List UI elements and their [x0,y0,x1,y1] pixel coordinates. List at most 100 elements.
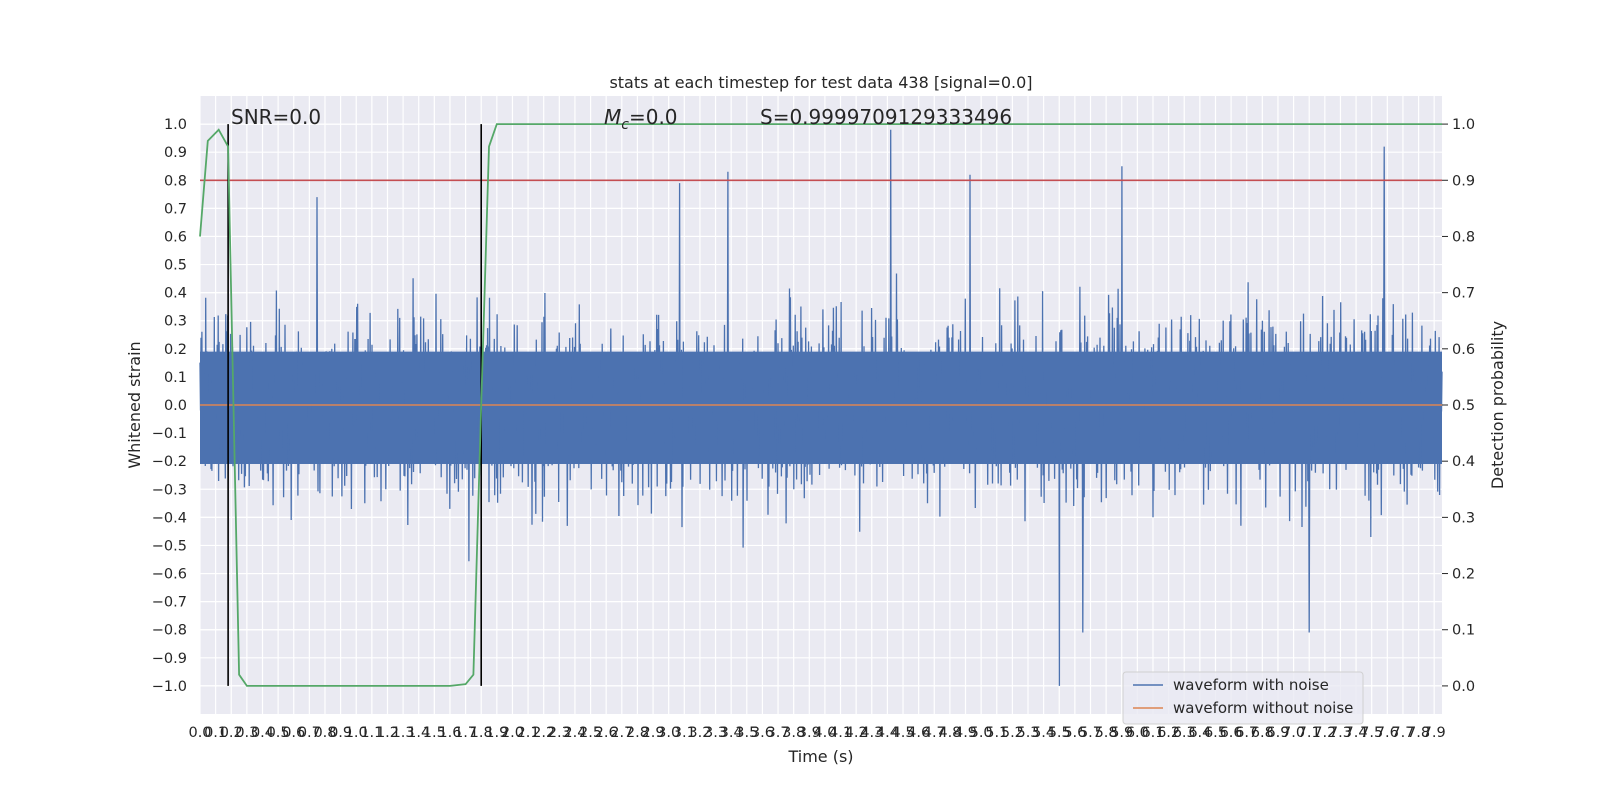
x-tick-label: 6.5 [1204,725,1227,741]
x-tick-label: 6.0 [1126,725,1149,741]
y2-tick-label: 0.8 [1452,229,1475,245]
y-tick-label: −0.1 [152,426,187,442]
x-tick-label: 1.4 [407,725,430,741]
y-tick-label: 0.9 [164,145,187,161]
x-tick-label: 2.6 [595,725,618,741]
x-tick-label: 0.9 [329,725,352,741]
x-tick-label: 7.1 [1298,725,1321,741]
y-tick-label: −0.9 [152,651,187,667]
y-tick-label: −0.2 [152,454,187,470]
x-tick-label: 4.6 [907,725,930,741]
y-tick-label: 0.1 [164,370,187,386]
x-tick-labels: 0.00.10.20.30.40.50.60.70.80.91.01.11.21… [188,725,1445,741]
legend-label-noise: waveform with noise [1173,676,1329,694]
x-tick-label: 1.6 [438,725,461,741]
x-tick-label: 2.2 [532,725,555,741]
x-tick-label: 6.2 [1157,725,1180,741]
y2-tick-label: 0.0 [1452,679,1475,695]
x-tick-label: 1.8 [470,725,493,741]
x-tick-label: 3.0 [657,725,680,741]
x-tick-label: 1.0 [345,725,368,741]
x-tick-label: 7.5 [1360,725,1383,741]
x-tick-label: 4.5 [891,725,914,741]
x-tick-label: 3.6 [751,725,774,741]
x-tick-label: 4.3 [860,725,883,741]
x-tick-label: 2.9 [642,725,665,741]
x-tick-label: 2.5 [579,725,602,741]
y-tick-label: 0.7 [164,201,187,217]
x-tick-label: 0.6 [282,725,305,741]
x-tick-label: 7.2 [1313,725,1336,741]
x-tick-label: 1.3 [392,725,415,741]
x-tick-label: 3.8 [782,725,805,741]
y-tick-label: 1.0 [164,117,187,133]
x-tick-label: 0.4 [251,725,274,741]
x-tick-label: 1.7 [454,725,477,741]
x-tick-label: 6.4 [1188,725,1211,741]
y2-tick-label: 0.5 [1452,398,1475,414]
x-tick-label: 7.8 [1407,725,1430,741]
x-tick-label: 5.5 [1048,725,1071,741]
overlays [199,123,1442,687]
y-tick-label: −0.4 [152,510,187,526]
x-tick-label: 5.7 [1079,725,1102,741]
legend: waveform with noise waveform without noi… [1122,671,1364,725]
y2-tick-label: 1.0 [1452,117,1475,133]
x-tick-label: 2.0 [501,725,524,741]
y-tick-label: 0.2 [164,342,187,358]
y-tick-label: −0.3 [152,482,187,498]
x-tick-label: 7.4 [1345,725,1368,741]
snr-annotation: SNR=0.0 [231,105,321,129]
x-tick-label: 5.9 [1110,725,1133,741]
x-tick-label: 5.0 [970,725,993,741]
legend-label-clean: waveform without noise [1173,699,1353,717]
x-tick-label: 2.3 [548,725,571,741]
x-tick-label: 3.1 [673,725,696,741]
x-tick-label: 2.4 [563,725,586,741]
detection-probability-line [199,123,1442,687]
y-tick-label: −0.5 [152,538,187,554]
y-tick-label: −0.8 [152,623,187,639]
x-tick-label: 5.4 [1032,725,1055,741]
mc-annotation: Mc=0.0 [604,105,678,133]
x-axis-label: Time (s) [787,747,853,766]
x-tick-label: 4.0 [813,725,836,741]
y2-tick-label: 0.2 [1452,567,1475,583]
x-tick-label: 4.8 [938,725,961,741]
x-tick-label: 3.3 [704,725,727,741]
x-tick-label: 4.4 [876,725,899,741]
y-tick-labels: 1.0 0.9 0.8 0.7 0.6 0.5 0.4 0.3 0.2 0.1 0.0 −0.1 −0.… [152,117,187,695]
x-tick-label: 4.7 [923,725,946,741]
y2-axis-label: Detection probability [1488,321,1507,489]
y-tick-label: 0.8 [164,173,187,189]
y-tick-label: 0.0 [164,398,187,414]
y2-tick-label: 0.6 [1452,342,1475,358]
legend-box [1122,671,1364,725]
x-tick-label: 6.1 [1141,725,1164,741]
x-tick-label: 4.1 [829,725,852,741]
x-tick-label: 3.4 [720,725,743,741]
chart-title: stats at each timestep for test data 438… [609,73,1032,92]
x-tick-label: 4.2 [845,725,868,741]
x-tick-label: 1.2 [376,725,399,741]
y-axis-label: Whitened strain [125,341,144,468]
y2-tick-label: 0.4 [1452,454,1475,470]
x-tick-label: 3.2 [688,725,711,741]
x-tick-label: 5.3 [1016,725,1039,741]
y-tick-label: 0.6 [164,229,187,245]
x-tick-label: 1.5 [423,725,446,741]
x-tick-label: 4.9 [954,725,977,741]
y2-tick-label: 0.9 [1452,173,1475,189]
x-tick-label: 6.3 [1173,725,1196,741]
x-tick-label: 7.3 [1329,725,1352,741]
s-annotation: S=0.9999709129333496 [760,105,1012,129]
x-tick-label: 7.0 [1282,725,1305,741]
y-tick-label: 0.5 [164,258,187,274]
y-tick-label: 0.4 [164,286,187,302]
x-tick-label: 0.2 [220,725,243,741]
y2-tick-label: 0.3 [1452,510,1475,526]
y2-tick-labels: 1.0 0.9 0.8 0.7 0.6 0.5 0.4 0.3 0.2 0.1 0.0 [1442,117,1475,695]
x-tick-label: 7.9 [1423,725,1446,741]
x-tick-label: 5.1 [985,725,1008,741]
